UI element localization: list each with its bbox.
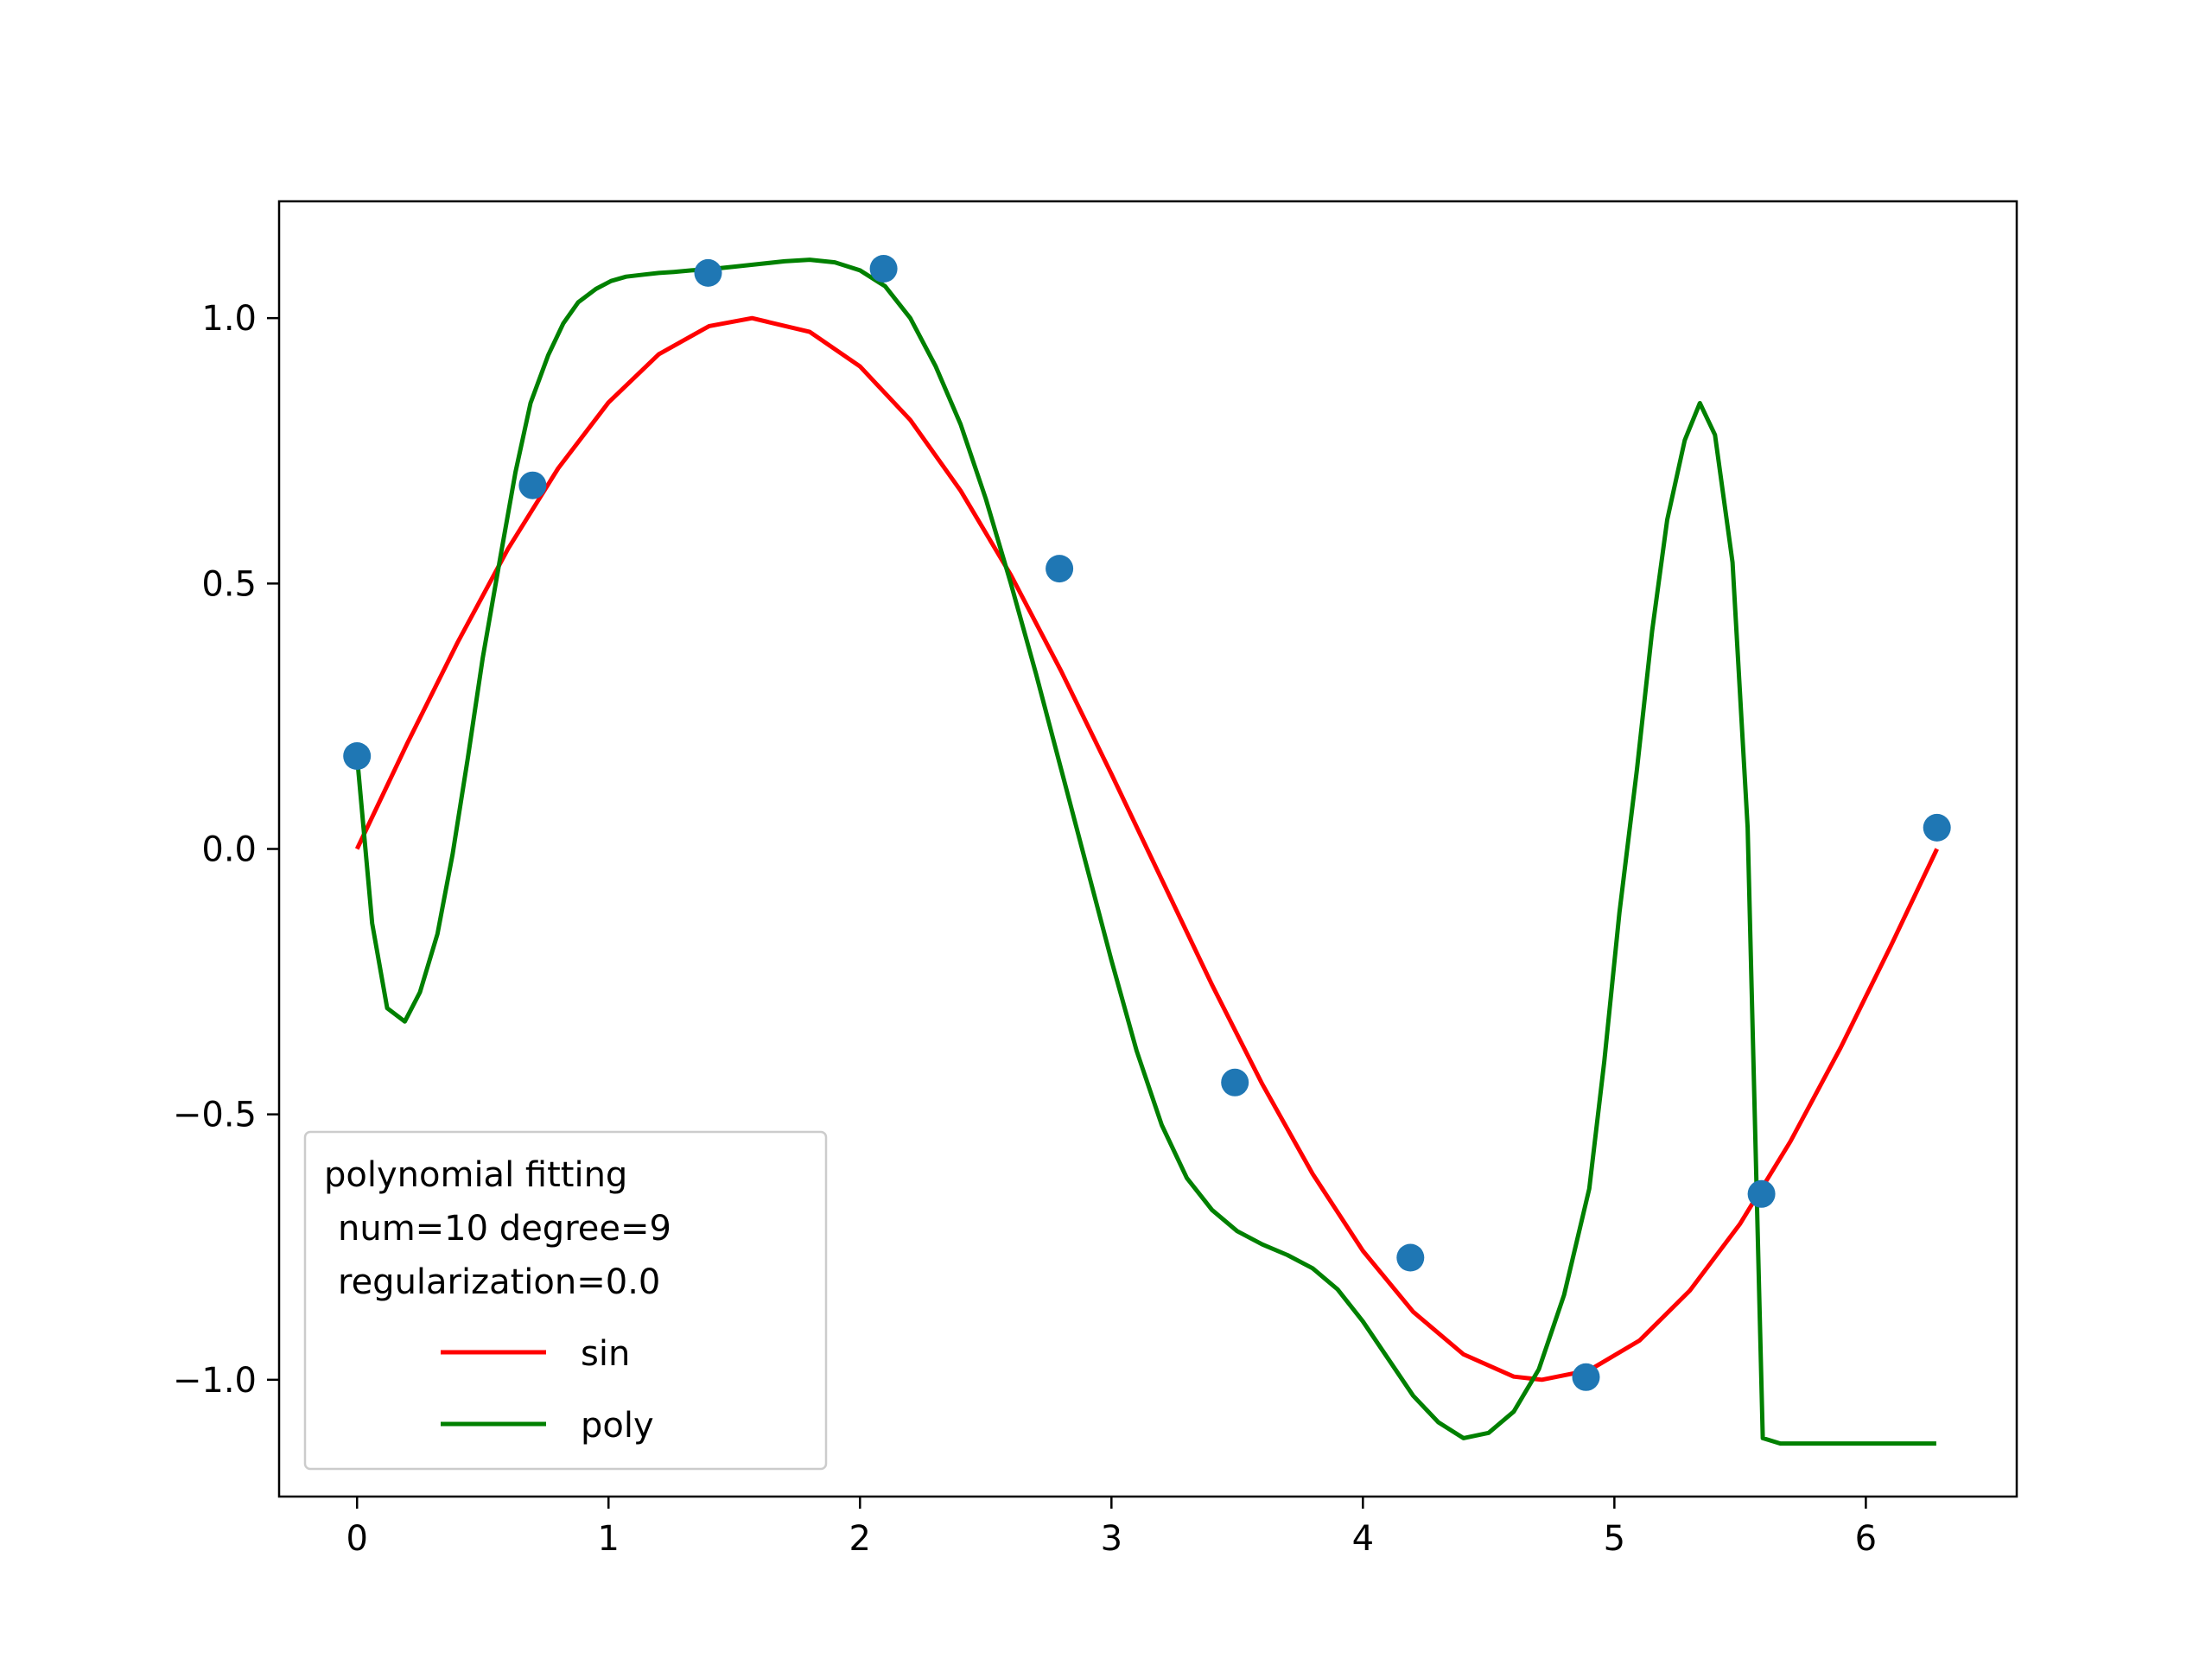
x-tick-label: 5 [1604,1519,1625,1559]
legend-sin-label: sin [581,1334,630,1374]
legend: polynomial fitting num=10 degree=9 regul… [303,1130,828,1471]
data-point [1747,1179,1776,1208]
data-point [1923,813,1951,842]
legend-box [303,1130,828,1471]
series-line-sin [354,315,1939,1382]
legend-title-line-3: regularization=0.0 [338,1262,660,1302]
plot-area [343,255,1951,1446]
x-tick-label: 1 [598,1519,620,1559]
legend-title-line-2: num=10 degree=9 [338,1209,671,1249]
data-point [1572,1363,1600,1391]
y-tick-label: −1.0 [173,1361,257,1401]
y-tick-label: 1.0 [201,299,257,339]
y-tick-label: 0.5 [201,564,257,604]
data-point [1221,1068,1249,1096]
legend-poly-label: poly [581,1406,654,1446]
x-tick-label: 3 [1101,1519,1122,1559]
data-point [694,258,722,287]
x-tick-label: 2 [849,1519,871,1559]
series-line-poly [354,257,1936,1446]
data-point [1046,555,1074,583]
y-axis: 1.0 0.5 0.0 −0.5 −1.0 [173,299,279,1401]
data-point [343,742,372,770]
y-tick-label: 0.0 [201,830,257,870]
x-tick-label: 6 [1855,1519,1877,1559]
x-axis: 0 1 2 3 4 5 6 [346,1497,1877,1559]
x-tick-label: 4 [1352,1519,1374,1559]
data-point [1396,1243,1425,1272]
legend-title-line-1: polynomial fitting [324,1155,627,1195]
x-tick-label: 0 [346,1519,367,1559]
data-point [869,255,898,283]
y-tick-label: −0.5 [173,1096,257,1135]
data-point [518,471,547,499]
